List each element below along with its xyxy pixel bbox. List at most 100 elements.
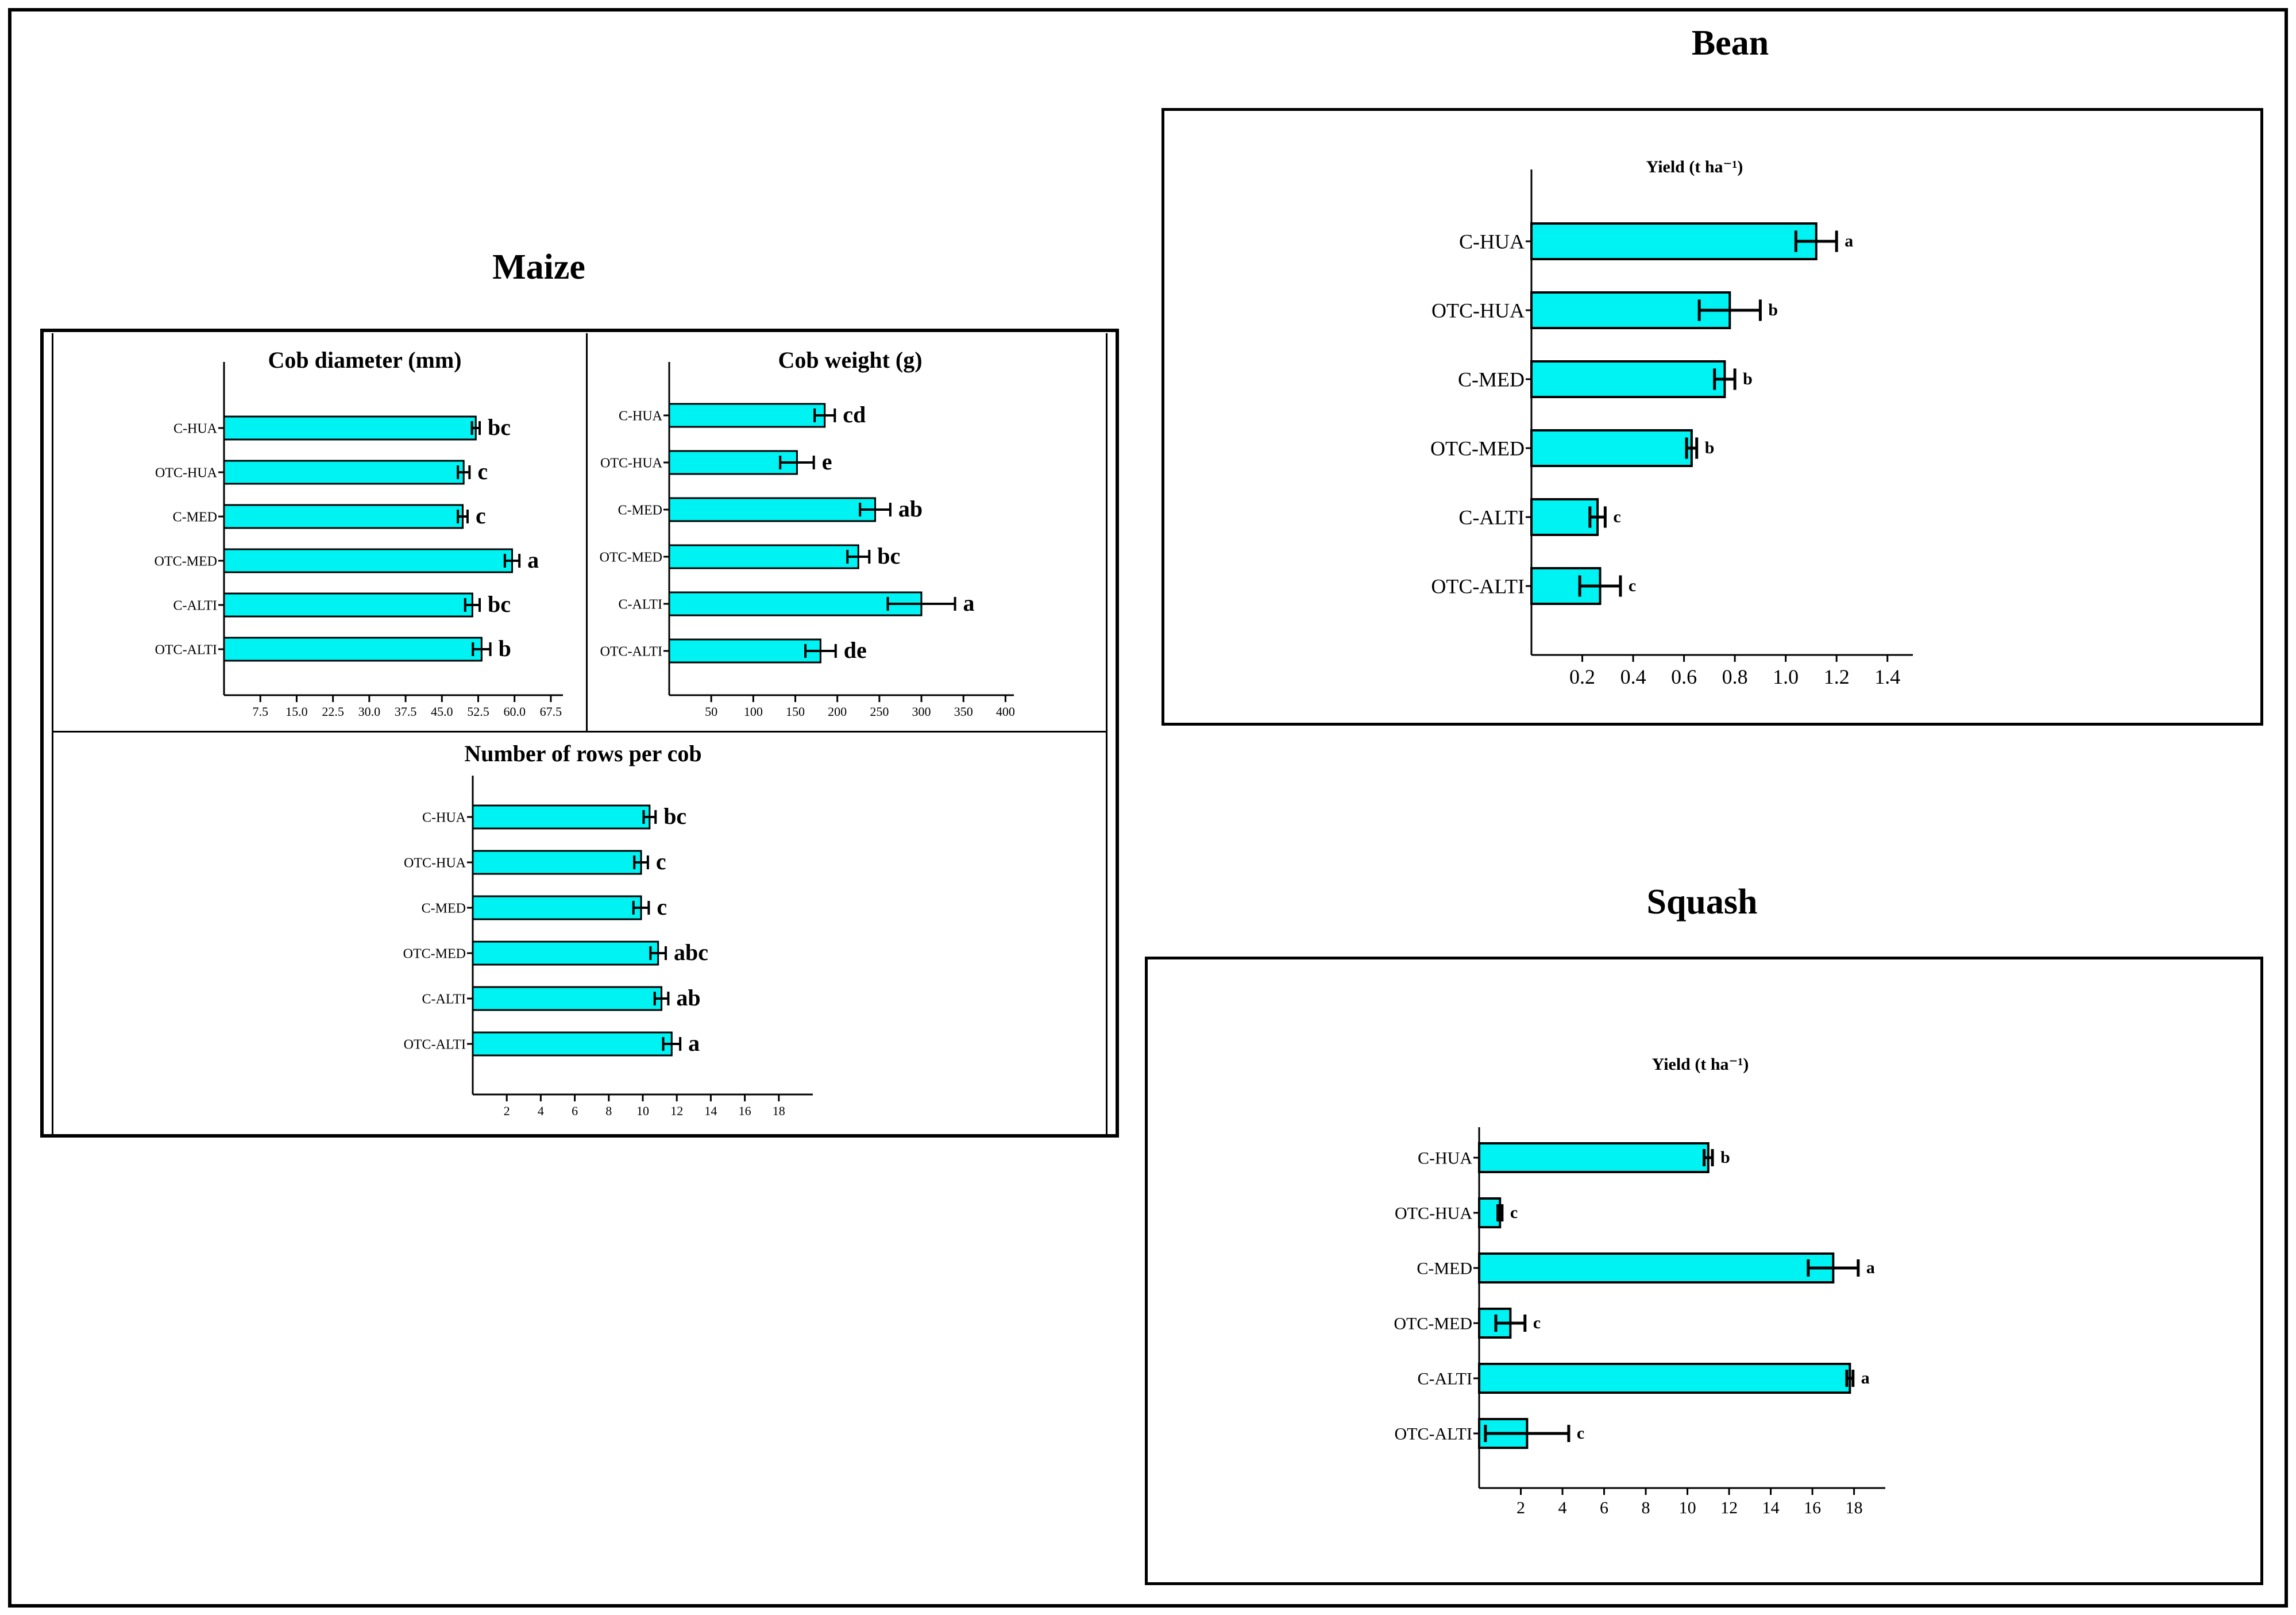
bar: [223, 548, 513, 573]
x-tick-label: 200: [828, 704, 847, 719]
x-tick-label: 6: [1600, 1498, 1608, 1517]
x-tick-label: 45.0: [431, 704, 453, 719]
x-tick-label: 10: [636, 1104, 649, 1118]
x-tick-label: 0.8: [1722, 665, 1748, 688]
x-tick-label: 350: [954, 704, 973, 719]
category-label: C-MED: [422, 901, 466, 916]
category-label: C-HUA: [1418, 1149, 1472, 1168]
bar: [1530, 429, 1693, 467]
x-tick-label: 1.4: [1874, 665, 1900, 688]
bar: [472, 895, 642, 920]
category-label: C-MED: [173, 510, 217, 525]
significance-letter: e: [822, 449, 832, 475]
bar: [668, 450, 798, 475]
bar: [668, 591, 923, 616]
category-label: C-HUA: [1459, 230, 1525, 253]
rows-per-cob-chart: Number of rows per cob 2 4 6 8 10 12 14 16 18 C-HU…: [403, 741, 813, 1118]
significance-letter: bc: [488, 414, 511, 440]
significance-letter: c: [1613, 507, 1620, 526]
bean-panel-frame: [1161, 108, 2263, 726]
category-label: OTC-ALTI: [155, 642, 217, 657]
significance-letter: a: [1844, 232, 1853, 250]
x-tick-label: 12: [670, 1104, 683, 1118]
significance-letter: bc: [488, 591, 511, 617]
bar: [1478, 1363, 1851, 1394]
squash-yield-chart: Yield (t ha⁻¹) 2 4 6 8 10 12 14 16 18 C-HUA b OTC-HU…: [1394, 1055, 1885, 1517]
x-tick-label: 2: [1516, 1498, 1525, 1517]
category-label: OTC-HUA: [155, 465, 218, 480]
bar: [668, 638, 821, 664]
bar: [223, 592, 473, 618]
significance-letter: bc: [663, 803, 686, 829]
x-tick-label: 0.4: [1620, 665, 1646, 688]
x-tick-label: 18: [1846, 1498, 1863, 1517]
category-label: OTC-MED: [1394, 1315, 1472, 1333]
bar: [1530, 498, 1599, 536]
chart-title: Cob diameter (mm): [268, 347, 462, 373]
bean-yield-chart: Yield (t ha⁻¹) 0.2 0.4 0.6 0.8 1.0 1.2 1.4 C-HUA…: [1430, 157, 1913, 688]
significance-letter: c: [1577, 1424, 1584, 1443]
significance-letter: de: [844, 637, 867, 663]
bar: [668, 544, 859, 569]
x-tick-label: 7.5: [252, 704, 268, 719]
category-label: OTC-HUA: [1431, 299, 1525, 322]
x-tick-label: 8: [605, 1104, 612, 1118]
category-label: OTC-MED: [155, 554, 217, 569]
significance-letter: b: [499, 635, 511, 661]
category-label: C-ALTI: [422, 992, 466, 1007]
squash-panel-frame: [1145, 957, 2263, 1585]
category-label: OTC-MED: [600, 550, 662, 565]
x-tick-label: 50: [705, 704, 717, 719]
significance-letter: a: [1866, 1258, 1875, 1277]
significance-letter: b: [1743, 369, 1753, 388]
category-label: C-ALTI: [619, 597, 662, 612]
x-tick-label: 1.2: [1824, 665, 1850, 688]
x-tick-label: 67.5: [540, 704, 562, 719]
significance-letter: c: [476, 503, 486, 529]
significance-letter: a: [527, 547, 539, 573]
category-label: C-ALTI: [173, 598, 217, 613]
chart-title: Cob weight (g): [778, 347, 922, 373]
maize-heading: Maize: [492, 248, 585, 287]
x-tick-label: 0.6: [1671, 665, 1697, 688]
category-label: OTC-MED: [403, 946, 466, 961]
maize-panel-frame: [40, 329, 1119, 1138]
x-tick-label: 12: [1720, 1498, 1738, 1517]
bar: [472, 850, 642, 875]
cob-weight-chart: Cob weight (g) 50 100 150 200 250 300 350 400 C-H…: [600, 347, 1015, 719]
bean-heading: Bean: [1691, 24, 1769, 63]
category-label: C-HUA: [619, 408, 663, 423]
category-label: OTC-ALTI: [404, 1037, 466, 1052]
x-tick-label: 150: [786, 704, 805, 719]
maize-inner-right-line: [1106, 333, 1108, 1135]
significance-letter: b: [1768, 300, 1778, 319]
bar: [472, 1031, 673, 1057]
x-tick-label: 300: [912, 704, 931, 719]
x-tick-label: 4: [538, 1104, 544, 1118]
maize-horizontal-divider: [53, 731, 1107, 733]
category-label: OTC-ALTI: [1394, 1425, 1472, 1444]
category-label: C-HUA: [173, 421, 218, 436]
significance-letter: c: [656, 849, 666, 874]
significance-letter: a: [688, 1030, 700, 1056]
x-tick-label: 22.5: [322, 704, 344, 719]
x-tick-label: 14: [1762, 1498, 1780, 1517]
significance-letter: c: [1533, 1313, 1541, 1332]
bar: [472, 986, 663, 1011]
maize-vertical-divider: [586, 333, 588, 733]
x-tick-label: 10: [1679, 1498, 1696, 1517]
x-tick-label: 30.0: [358, 704, 381, 719]
bar: [223, 460, 465, 485]
bar: [223, 637, 483, 662]
category-label: OTC-HUA: [600, 456, 663, 471]
significance-letter: ab: [676, 985, 700, 1011]
significance-letter: ab: [898, 496, 923, 522]
category-label: C-HUA: [422, 810, 466, 825]
x-tick-label: 8: [1642, 1498, 1650, 1517]
category-label: OTC-HUA: [1395, 1204, 1472, 1223]
significance-letter: cd: [843, 402, 866, 427]
significance-letter: c: [1510, 1203, 1518, 1222]
cob-diameter-chart: Cob diameter (mm) 7.5 15.0 22.5 30.0 37.5 45.0…: [155, 347, 563, 719]
x-tick-label: 0.2: [1569, 665, 1595, 688]
x-tick-label: 400: [996, 704, 1015, 719]
